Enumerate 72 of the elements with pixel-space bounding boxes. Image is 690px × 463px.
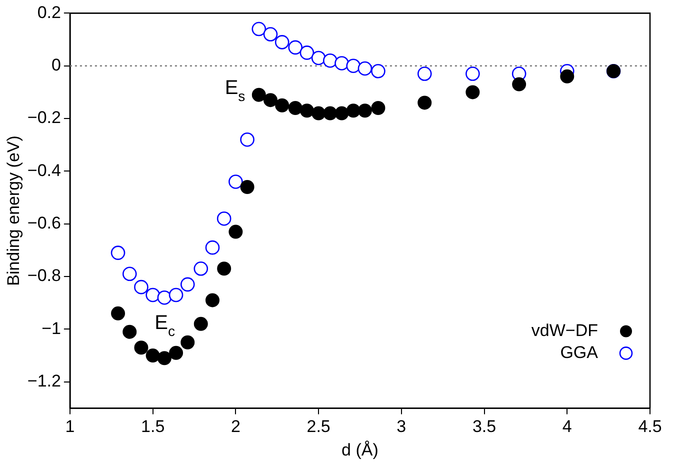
x-tick-label: 2.5 [306,417,330,436]
point [205,293,220,308]
y-tick-label: 0.2 [37,2,61,22]
point [240,132,254,147]
point [110,246,126,260]
y-tick-label: −0.2 [27,108,61,128]
point [300,104,314,118]
point [275,98,290,112]
point [146,348,160,363]
point [418,96,432,110]
x-tick-label: 3 [396,417,406,436]
point [288,101,302,115]
point [263,93,278,108]
point [252,88,266,102]
point [194,261,208,276]
point [358,104,372,118]
point [346,58,360,74]
point [157,351,172,366]
point [334,106,349,120]
x-tick-label: 4.5 [638,417,662,436]
point [180,277,195,292]
point [111,306,126,320]
point [122,266,137,282]
legend-label: vdW−DF [531,320,598,340]
point [168,288,184,302]
point [512,77,526,92]
point [323,106,338,120]
point [228,224,243,239]
point [169,346,184,360]
point [157,290,172,305]
y-axis-title: Binding energy (eV) [4,136,23,286]
point [263,27,278,42]
x-tick-label: 2 [230,417,240,436]
point [228,174,243,189]
point [300,46,314,60]
point [216,211,232,226]
point [371,64,386,78]
point [323,53,338,68]
point [205,240,220,255]
y-tick-label: −1 [42,318,61,338]
point [252,22,266,36]
y-tick-label: −1.2 [27,372,61,391]
x-tick-label: 1.5 [141,417,165,436]
point [466,66,480,81]
y-tick-label: −0.6 [27,214,61,233]
point [122,324,137,339]
point [180,335,195,350]
point [466,85,480,100]
point [346,104,360,118]
x-tick-label: 1 [65,417,75,436]
y-tick-label: 0 [51,56,61,75]
x-axis-title: d (Å) [342,440,378,460]
point [134,280,148,294]
point [560,69,574,84]
point [194,316,208,331]
point [146,288,160,302]
point [311,50,326,66]
point [274,35,290,50]
point [240,180,254,194]
point [134,340,148,355]
point [358,61,372,76]
point [217,262,232,276]
y-tick-label: −0.4 [27,160,61,180]
x-tick-label: 4 [562,417,572,436]
x-tick-label: 3.5 [472,417,496,436]
legend-label: GGA [560,342,599,362]
point [312,106,326,120]
y-tick-label: −0.8 [27,266,61,286]
point [417,66,432,81]
point [288,40,302,55]
point [334,56,349,70]
point [371,101,386,115]
